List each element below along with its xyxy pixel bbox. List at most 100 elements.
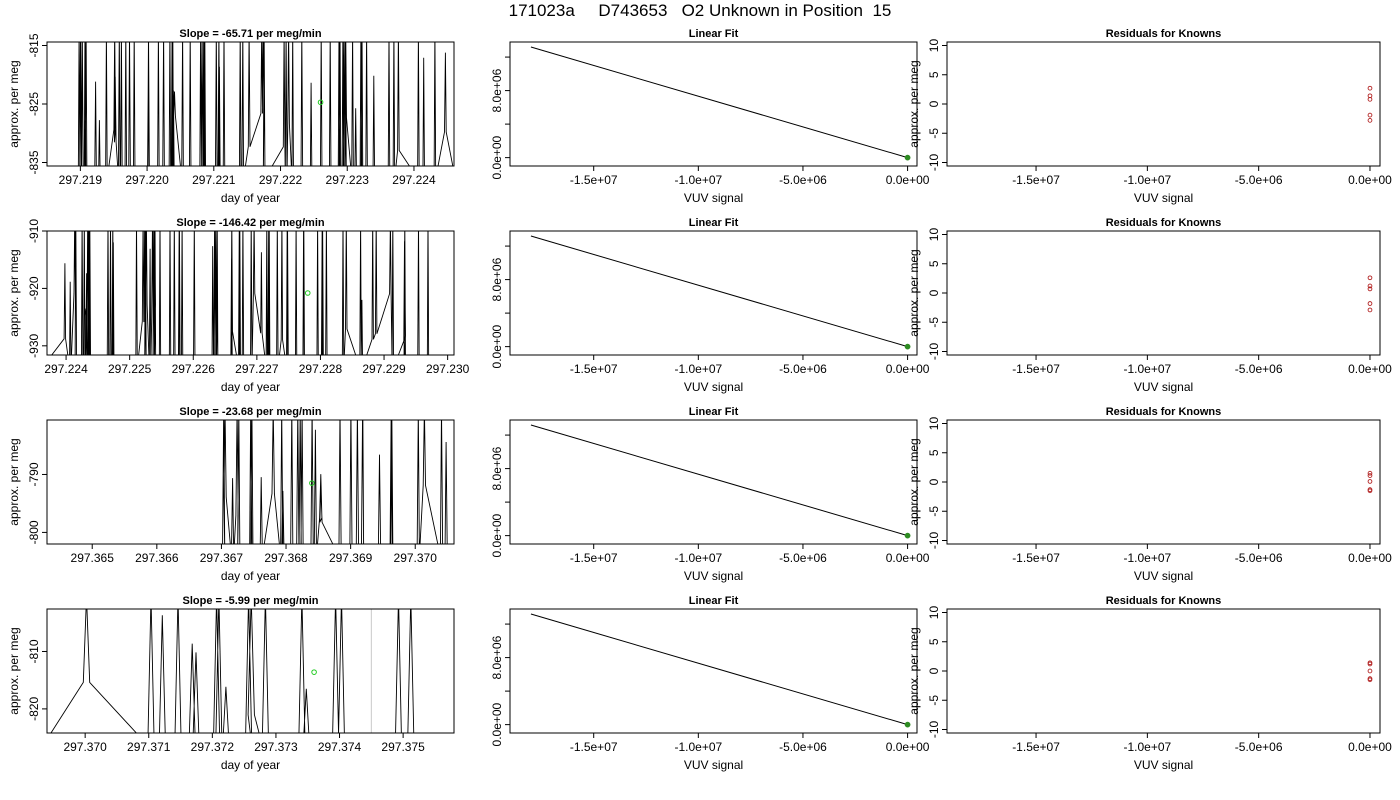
panel-1-ytick-label: -835 [27, 150, 41, 174]
panel-11-ytick-label: 10 [927, 417, 941, 431]
panel-9-residual-point [1367, 85, 1373, 91]
panel-3-xlabel: day of year [221, 569, 280, 583]
panel-11-title: Residuals for Knowns [1106, 406, 1222, 418]
panel-10-residual-point [1367, 283, 1373, 289]
panel-10-ytick-label: 0 [927, 289, 941, 296]
panel-9-xtick-label: -1.0e+07 [1124, 173, 1172, 187]
panel-4-xtick-label: 297.370 [63, 740, 107, 754]
panel-11-frame [946, 419, 1381, 545]
panel-5-xtick-label: -1.5e+07 [570, 173, 618, 187]
panel-4-xtick-label: 297.371 [127, 740, 171, 754]
panel-4-title: Slope = -5.99 per meg/min [182, 595, 318, 607]
panel-9-ytick-label: 10 [927, 39, 941, 53]
panel-4-unknown-point [311, 669, 317, 675]
panel-8-ytick-label: 8.0e+06 [490, 635, 504, 679]
panel-8-xtick-label: 0.0e+00 [886, 740, 930, 754]
panel-9-ylabel: approx. per meg [907, 60, 921, 147]
panel-4-ytick-label: -810 [27, 639, 41, 663]
panel-12-xtick-label: 0.0e+00 [1348, 740, 1392, 754]
panel-3-unknown-point [309, 480, 315, 486]
panel-3-xtick-label: 297.368 [264, 551, 308, 565]
panel-2-ytick-label: -910 [27, 219, 41, 243]
panel-9-ytick-label: -5 [927, 128, 941, 139]
panel-1-xtick-label: 297.223 [326, 173, 370, 187]
panel-11-ytick-label: -10 [927, 531, 941, 549]
panel-9-xtick-label: -5.0e+06 [1235, 173, 1283, 187]
panel-7-xtick-label: 0.0e+00 [886, 551, 930, 565]
panel-12-xlabel: VUV signal [1134, 758, 1193, 772]
panel-9-xtick-label: 0.0e+00 [1348, 173, 1392, 187]
panel-2-ytick-label: -930 [27, 333, 41, 357]
panel-10-xtick-label: 0.0e+00 [1348, 362, 1392, 376]
panel-9-residual-point [1367, 112, 1373, 118]
panel-1-ytick-label: -815 [27, 33, 41, 57]
panel-10-ytick-label: -10 [927, 342, 941, 360]
panel-7-frame [509, 419, 918, 545]
panel-9-title: Residuals for Knowns [1106, 28, 1222, 40]
panel-5-xlabel: VUV signal [684, 191, 743, 205]
panel-3-xtick-label: 297.365 [71, 551, 115, 565]
panel-3-xtick-label: 297.367 [200, 551, 244, 565]
panel-8-title: Linear Fit [689, 595, 739, 607]
panel-6-xtick-label: -1.0e+07 [674, 362, 722, 376]
panel-8-ytick-label: 0.0e+00 [490, 702, 504, 746]
panel-3-ylabel: approx. per meg [7, 438, 21, 525]
panel-9-xlabel: VUV signal [1134, 191, 1193, 205]
panel-3-xtick-label: 297.366 [135, 551, 179, 565]
panel-5-xtick-label: 0.0e+00 [886, 173, 930, 187]
panel-7-xlabel: VUV signal [684, 569, 743, 583]
panel-12-xtick-label: -1.5e+07 [1012, 740, 1060, 754]
panel-2-xtick-label: 297.227 [235, 362, 279, 376]
panel-9-residual-point [1367, 96, 1373, 102]
panel-10-xtick-label: -5.0e+06 [1235, 362, 1283, 376]
panel-4-xtick-label: 297.374 [318, 740, 362, 754]
panel-4-xtick-label: 297.372 [191, 740, 235, 754]
panel-11-xtick-label: -5.0e+06 [1235, 551, 1283, 565]
panel-10-title: Residuals for Knowns [1106, 217, 1222, 229]
panel-12-residual-point [1367, 668, 1373, 674]
panel-10-ytick-label: 5 [927, 260, 941, 267]
panel-10-xlabel: VUV signal [1134, 380, 1193, 394]
panel-6-xtick-label: 0.0e+00 [886, 362, 930, 376]
panel-11-xtick-label: 0.0e+00 [1348, 551, 1392, 565]
panel-7-fit-point [904, 532, 911, 539]
panel-12-xtick-label: -1.0e+07 [1124, 740, 1172, 754]
panel-3-title: Slope = -23.68 per meg/min [179, 406, 321, 418]
panel-9-residual-point [1367, 118, 1373, 123]
panel-10-residual-point [1367, 286, 1373, 292]
panel-11-ytick-label: 5 [927, 449, 941, 456]
panel-4-ylabel: approx. per meg [7, 627, 21, 714]
panel-1-frame [46, 41, 455, 167]
panel-9-ytick-label: -10 [927, 153, 941, 171]
panel-1-ylabel: approx. per meg [7, 60, 21, 147]
panel-7-title: Linear Fit [689, 406, 739, 418]
panel-9-xtick-label: -1.5e+07 [1012, 173, 1060, 187]
panel-8-frame [509, 608, 918, 734]
panel-4-trace-line [50, 609, 415, 733]
panel-6-xlabel: VUV signal [684, 380, 743, 394]
panel-8-xtick-label: -5.0e+06 [779, 740, 827, 754]
panel-2-xtick-label: 297.229 [362, 362, 406, 376]
panel-7-fit-line [530, 424, 908, 537]
panel-4-xtick-label: 297.373 [254, 740, 298, 754]
panel-10-residual-point [1367, 307, 1373, 313]
panel-9-ytick-label: 5 [927, 71, 941, 78]
panel-1-xtick-label: 297.219 [59, 173, 103, 187]
panel-11-residual-point [1367, 470, 1373, 476]
panel-3-xtick-label: 297.369 [329, 551, 373, 565]
panel-3-ytick-label: -800 [27, 520, 41, 544]
panel-7-xtick-label: -1.5e+07 [570, 551, 618, 565]
panel-11-xtick-label: -1.5e+07 [1012, 551, 1060, 565]
panel-8-fit-line [530, 613, 908, 726]
panel-12-title: Residuals for Knowns [1106, 595, 1222, 607]
panel-10-ytick-label: 10 [927, 228, 941, 242]
panel-2-title: Slope = -146.42 per meg/min [176, 217, 325, 229]
panel-4-frame [46, 608, 455, 734]
panel-11-ytick-label: 0 [927, 478, 941, 485]
panel-12-frame [946, 608, 1381, 734]
panel-7-xtick-label: -5.0e+06 [779, 551, 827, 565]
panel-10-residual-point [1367, 275, 1373, 281]
panel-1-xtick-label: 297.221 [192, 173, 236, 187]
panel-11-ylabel: approx. per meg [907, 438, 921, 525]
